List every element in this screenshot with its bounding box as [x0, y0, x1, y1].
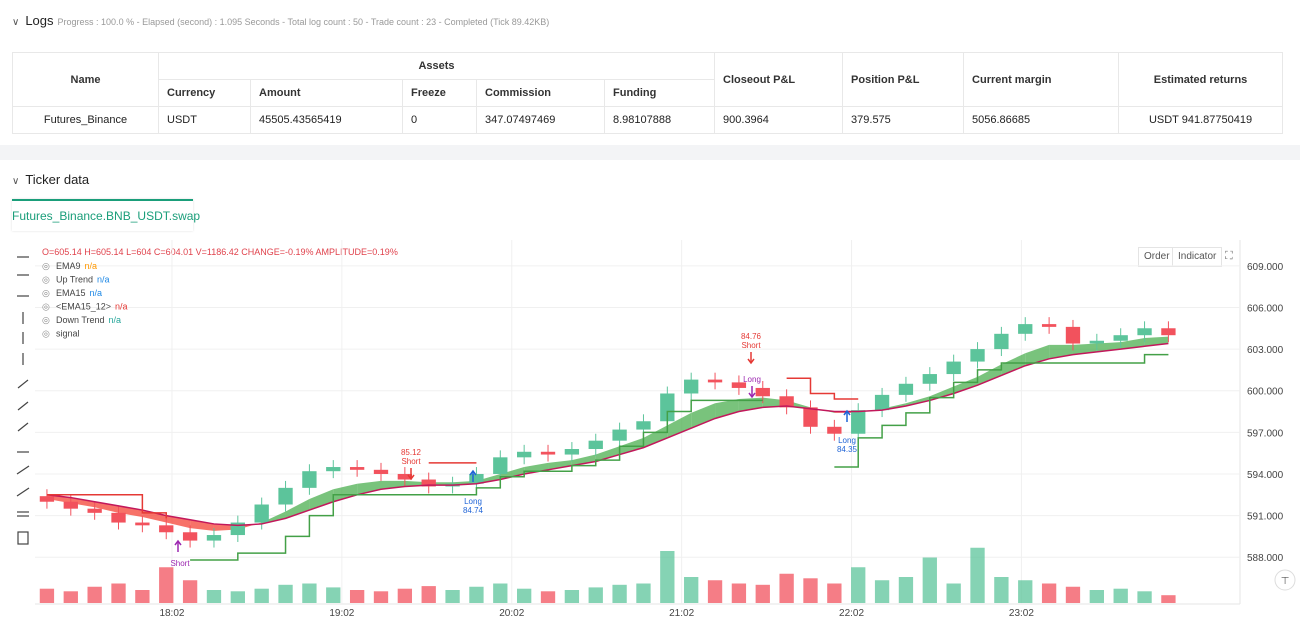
ticker-panel: ∨ Ticker data — [0, 160, 1300, 634]
assets-table: Name Assets Closeout P&L Position P&L Cu… — [12, 52, 1284, 134]
cell: 45505.43565419 — [250, 106, 403, 134]
ticker-header[interactable]: ∨ Ticker data — [12, 172, 90, 187]
cell: 5056.86685 — [963, 106, 1120, 134]
order-button[interactable]: Order — [1138, 247, 1176, 267]
header-cell: Closeout P&L — [714, 52, 844, 107]
cell: 347.07497469 — [476, 106, 605, 134]
logs-summary: Progress : 100.0 % - Elapsed (second) : … — [57, 17, 550, 27]
header-cell: Name — [12, 52, 159, 107]
logs-panel: ∨ Logs Progress : 100.0 % - Elapsed (secon… — [0, 0, 1300, 145]
cell: 0 — [402, 106, 477, 134]
cell: Futures_Binance — [12, 106, 159, 134]
cell: 900.3964 — [714, 106, 844, 134]
header-cell: Currency — [158, 79, 251, 107]
header-cell: Estimated returns — [1118, 52, 1284, 107]
indicator-button[interactable]: Indicator — [1172, 247, 1223, 267]
header-cell: Position P&L — [842, 52, 965, 107]
symbol-tab[interactable]: Futures_Binance.BNB_USDT.swap — [12, 199, 200, 231]
header-cell: Assets — [157, 52, 716, 80]
header-cell: Freeze — [402, 79, 477, 107]
cell: 379.575 — [842, 106, 965, 134]
header-cell: Funding — [603, 79, 716, 107]
logs-title: Logs — [25, 13, 54, 28]
header-cell: Current margin — [963, 52, 1120, 107]
cell: 8.98107888 — [603, 106, 716, 134]
header-cell: Amount — [250, 79, 403, 107]
cell: USDT 941.87750419 — [1118, 106, 1284, 134]
ticker-title: Ticker data — [25, 172, 90, 187]
header-cell: Commission — [476, 79, 605, 107]
cell: USDT — [158, 106, 251, 134]
logs-header[interactable]: ∨ Logs Progress : 100.0 % - Elapsed (secon… — [12, 13, 550, 28]
